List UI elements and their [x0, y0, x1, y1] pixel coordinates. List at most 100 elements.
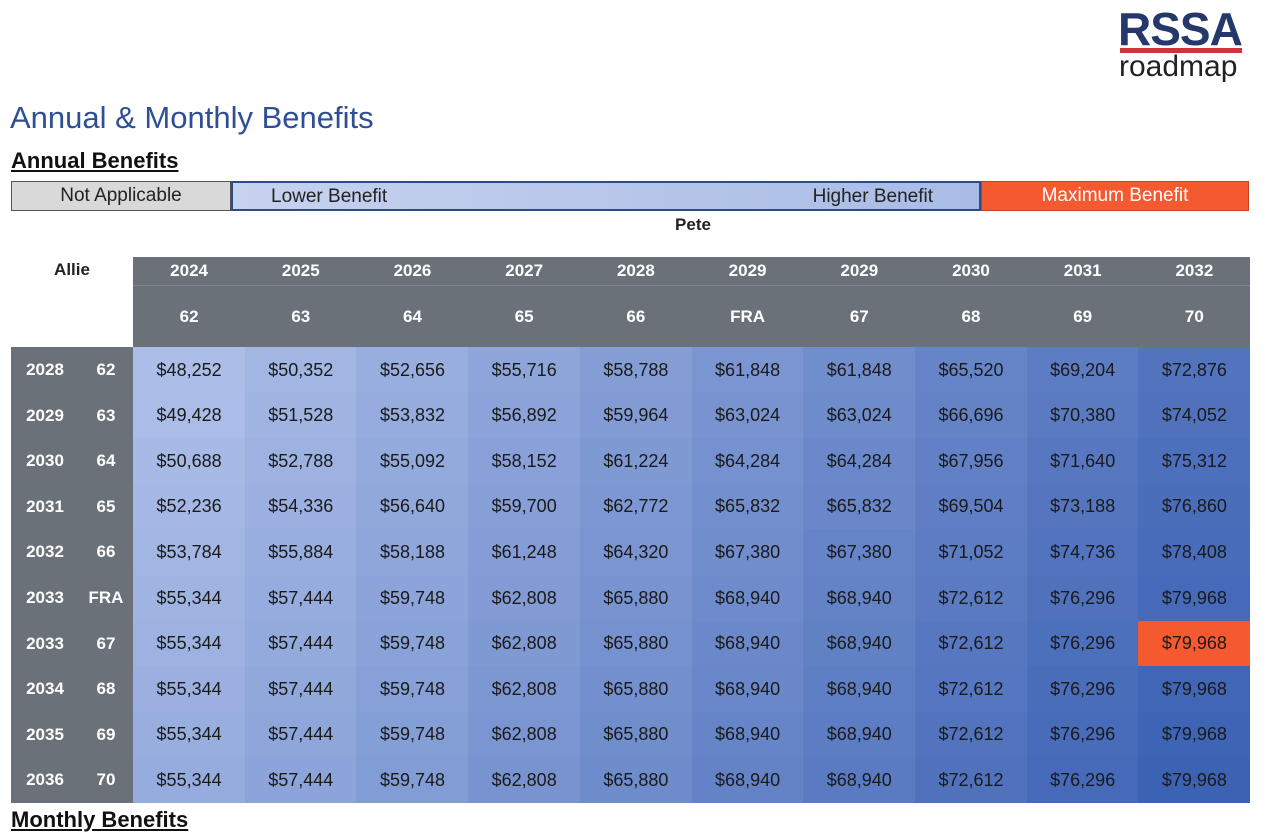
- benefit-cell: $51,528: [244, 392, 357, 439]
- benefit-cell: $72,876: [1138, 347, 1251, 394]
- benefit-cell: $68,940: [803, 757, 916, 804]
- row-year: 2032: [11, 529, 79, 576]
- benefit-cell: $53,784: [133, 529, 246, 576]
- benefit-cell: $59,748: [356, 620, 469, 667]
- benefit-cell: $62,808: [468, 666, 581, 713]
- row-age: 67: [79, 620, 133, 667]
- benefit-cell: $69,504: [914, 483, 1028, 530]
- benefit-cell: $57,444: [244, 711, 357, 758]
- benefit-cell: $72,612: [914, 666, 1028, 713]
- row-age: 66: [79, 529, 133, 576]
- benefit-cell: $50,352: [244, 347, 357, 394]
- benefit-cell: $68,940: [803, 620, 916, 667]
- benefit-cell: $61,224: [579, 438, 692, 485]
- row-age: 68: [79, 666, 133, 713]
- benefit-cell: $65,880: [579, 575, 692, 622]
- column-age: 69: [1026, 285, 1139, 347]
- benefit-cell: $68,940: [691, 620, 804, 667]
- benefit-cell: $72,612: [914, 575, 1028, 622]
- benefit-cell: $68,940: [691, 666, 804, 713]
- benefit-cell: $48,252: [133, 347, 246, 394]
- column-age: FRA: [691, 285, 804, 347]
- benefit-cell: $79,968: [1138, 757, 1251, 804]
- row-age: 62: [79, 347, 133, 394]
- benefit-cell: $61,248: [468, 529, 581, 576]
- benefit-cell: $64,284: [691, 438, 804, 485]
- benefit-cell: $65,880: [579, 711, 692, 758]
- benefit-cell: $79,968: [1138, 711, 1251, 758]
- benefit-cell: $78,408: [1138, 529, 1251, 576]
- benefit-cell: $73,188: [1026, 483, 1139, 530]
- benefit-cell: $76,296: [1026, 666, 1139, 713]
- column-age: 63: [244, 285, 357, 347]
- column-age: 65: [468, 285, 581, 347]
- benefit-cell: $71,052: [914, 529, 1028, 576]
- benefit-cell: $75,312: [1138, 438, 1251, 485]
- benefit-cell: $72,612: [914, 711, 1028, 758]
- row-year: 2030: [11, 438, 79, 485]
- benefit-cell: $79,968: [1138, 666, 1251, 713]
- benefit-cell: $67,380: [691, 529, 804, 576]
- benefit-cell: $68,940: [803, 575, 916, 622]
- logo-bar: [1120, 48, 1242, 53]
- benefit-cell: $52,788: [244, 438, 357, 485]
- benefit-cell: $74,052: [1138, 392, 1251, 439]
- logo-brand: RSSA: [1118, 3, 1243, 55]
- benefit-cell: $68,940: [691, 575, 804, 622]
- benefit-cell: $65,880: [579, 620, 692, 667]
- row-year: 2028: [11, 347, 79, 394]
- benefit-cell: $67,956: [914, 438, 1028, 485]
- legend-gradient: Lower Benefit Higher Benefit: [231, 181, 981, 211]
- benefit-cell: $56,892: [468, 392, 581, 439]
- row-age: FRA: [79, 575, 133, 622]
- benefit-cell: $76,296: [1026, 757, 1139, 804]
- benefit-cell: $79,968: [1138, 620, 1251, 667]
- column-age: 67: [803, 285, 916, 347]
- benefit-cell: $55,344: [133, 575, 246, 622]
- benefit-cell: $72,612: [914, 620, 1028, 667]
- row-year: 2036: [11, 757, 79, 804]
- benefit-cell: $55,716: [468, 347, 581, 394]
- benefit-cell: $59,748: [356, 757, 469, 804]
- benefit-cell: $62,808: [468, 711, 581, 758]
- legend-lower: Lower Benefit: [271, 186, 388, 207]
- benefit-cell: $55,344: [133, 620, 246, 667]
- row-age: 70: [79, 757, 133, 804]
- benefit-cell: $59,748: [356, 575, 469, 622]
- benefit-cell: $65,832: [803, 483, 916, 530]
- benefit-cell: $63,024: [691, 392, 804, 439]
- benefit-cell: $65,520: [914, 347, 1028, 394]
- benefit-cell: $54,336: [244, 483, 357, 530]
- benefit-cell: $79,968: [1138, 575, 1251, 622]
- benefit-cell: $56,640: [356, 483, 469, 530]
- benefit-cell: $57,444: [244, 757, 357, 804]
- benefit-cell: $53,832: [356, 392, 469, 439]
- benefit-cell: $55,344: [133, 757, 246, 804]
- benefit-cell: $55,344: [133, 711, 246, 758]
- column-age: 70: [1138, 285, 1251, 347]
- benefit-cell: $71,640: [1026, 438, 1139, 485]
- benefit-cell: $64,284: [803, 438, 916, 485]
- benefit-cell: $65,880: [579, 757, 692, 804]
- column-age: 62: [133, 285, 246, 347]
- benefit-cell: $50,688: [133, 438, 246, 485]
- legend-maximum: Maximum Benefit: [981, 181, 1249, 211]
- benefit-cell: $59,964: [579, 392, 692, 439]
- legend-higher: Higher Benefit: [812, 186, 933, 207]
- benefit-cell: $68,940: [691, 757, 804, 804]
- section-title: Monthly Benefits: [11, 807, 189, 832]
- benefit-cell: $65,832: [691, 483, 804, 530]
- benefit-cell: $64,320: [579, 529, 692, 576]
- benefit-cell: $63,024: [803, 392, 916, 439]
- benefit-cell: $52,656: [356, 347, 469, 394]
- row-year: 2031: [11, 483, 79, 530]
- benefit-cell: $58,788: [579, 347, 692, 394]
- benefit-cell: $62,808: [468, 575, 581, 622]
- benefit-cell: $55,344: [133, 666, 246, 713]
- column-year: 2030: [914, 257, 1028, 285]
- column-year: 2031: [1026, 257, 1139, 285]
- benefit-cell: $62,772: [579, 483, 692, 530]
- section-title: Annual Benefits: [11, 148, 179, 173]
- benefit-cell: $76,296: [1026, 575, 1139, 622]
